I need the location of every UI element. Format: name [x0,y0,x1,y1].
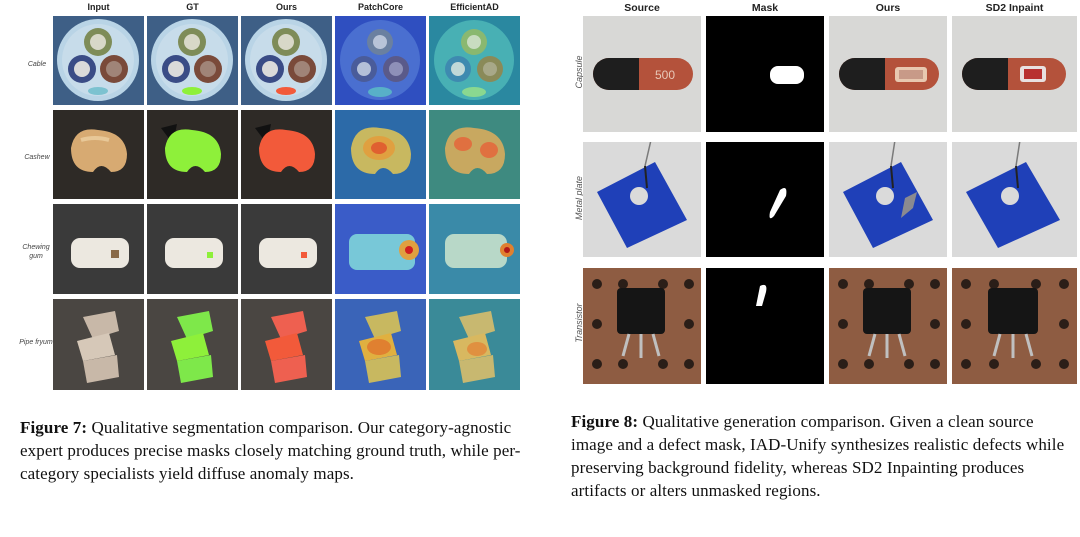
fig8-transistor-mask [706,268,824,384]
fig7-gum-ours [241,204,332,294]
fig7-cashew-ours [241,110,332,199]
fig8-metal-source [583,142,701,257]
fig7-row-cashew: Cashew [24,154,50,161]
fig8-col-source: Source [624,2,660,14]
fig7-caption-text: Qualitative segmentation comparison. Our… [20,418,521,483]
fig7-gum-gt [147,204,238,294]
fig7-fryum-ours [241,299,332,390]
fig8-metal-ours [829,142,947,257]
fig7-cashew-efficientad [429,110,520,199]
fig8-capsule-source: 500 [583,16,701,132]
fig8-col-mask: Mask [751,2,779,14]
fig7-cashew-patchcore [335,110,426,199]
fig7-caption-label: Figure 7: [20,418,88,437]
fig8-capsule-mask [706,16,824,132]
fig7-cashew-gt [147,110,238,199]
fig7-cable-efficientad [429,16,520,105]
fig7-col-input: Input [87,2,110,12]
fig7-cable-patchcore [335,16,426,105]
fig7-gum-efficientad [429,204,520,294]
fig8-caption-text: Qualitative generation comparison. Given… [571,412,1065,500]
fig7-caption: Figure 7: Qualitative segmentation compa… [20,416,528,485]
fig7-row-pipe-fryum: Pipe fryum [19,339,53,346]
fig7-col-efficientad: EfficientAD [450,2,499,12]
fig7-cable-input [53,16,144,105]
fig7-cashew-input [53,110,144,199]
fig7-cable-ours [241,16,332,105]
fig7-fryum-efficientad [429,299,520,390]
fig8-transistor-ours [829,268,947,384]
fig8-capsule-ours [829,16,947,132]
fig7-col-ours: Ours [275,2,297,12]
fig7-gum-input [53,204,144,294]
fig8-transistor-sd2 [952,268,1077,384]
fig7-fryum-input [53,299,144,390]
fig8-caption-label: Figure 8: [571,412,639,431]
fig8-col-sd2: SD2 Inpaint [985,2,1044,14]
watermark-text: 知乎 @智能CV [845,481,1020,511]
fig7-fryum-patchcore [335,299,426,390]
fig7-col-patchcore: PatchCore [357,2,403,12]
fig7-cable-gt [147,16,238,105]
fig8-transistor-source [583,268,701,384]
fig8-metal-sd2 [952,142,1077,257]
fig7-col-gt: GT [186,2,199,12]
fig8-capsule-sd2 [952,16,1077,132]
fig7-gum-patchcore [335,204,426,294]
fig8-caption: Figure 8: Qualitative generation compari… [571,410,1073,502]
fig7-row-chewing-gum: Chewing gum [22,244,50,260]
fig8-col-ours: Ours [875,2,901,14]
capsule-print-text: 500 [655,68,675,82]
fig8-metal-mask [706,142,824,257]
fig7-row-cable: Cable [27,61,47,68]
fig7-fryum-gt [147,299,238,390]
